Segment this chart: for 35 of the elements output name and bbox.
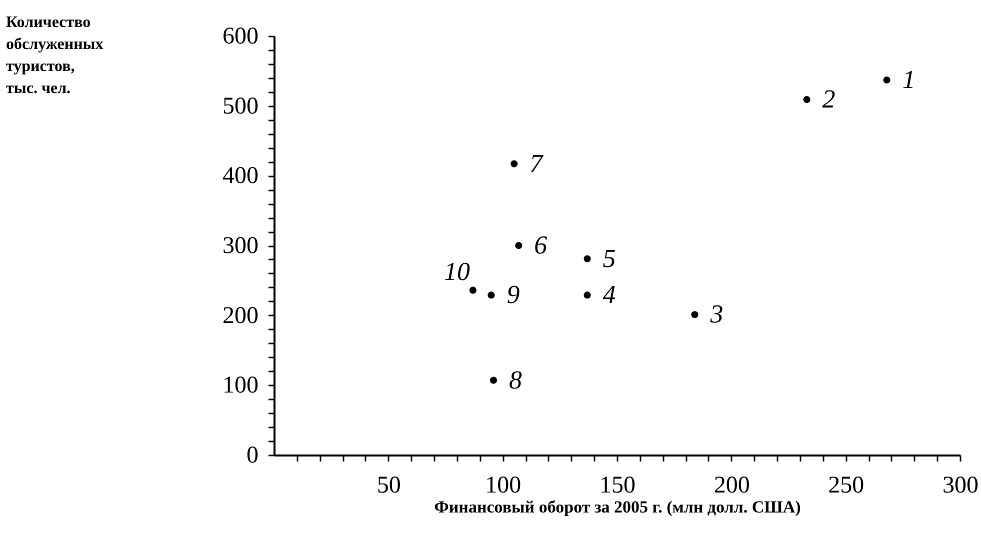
- y-tick-label: 400: [222, 163, 258, 190]
- annotation: 1: [902, 64, 916, 94]
- point: [803, 96, 810, 104]
- text: Количество обслуженных туристов, тыс. чел.: [6, 14, 104, 97]
- x-tick-label: 250: [828, 472, 864, 498]
- y-tick-label: 600: [222, 24, 258, 50]
- x-axis-title: Финансовый оборот за 2005 г. (млн долл. США): [434, 498, 801, 516]
- annotation: 4: [602, 280, 616, 310]
- point: [469, 286, 476, 294]
- x-tick-label: 50: [376, 472, 401, 498]
- y-tick-label: 500: [222, 93, 258, 120]
- annotation: 10: [444, 257, 470, 286]
- point: [691, 311, 698, 318]
- y-tick-label: 0: [246, 442, 258, 468]
- point: [883, 76, 890, 84]
- point: [584, 292, 591, 299]
- y-tick-label: 100: [222, 372, 258, 399]
- y-tick-label: 300: [222, 233, 258, 259]
- point: [584, 255, 591, 262]
- point: [515, 242, 522, 250]
- y-tick-label: 200: [222, 302, 258, 329]
- point: [488, 292, 495, 299]
- annotation: 9: [506, 280, 520, 310]
- x-tick-label: 150: [600, 472, 636, 498]
- point: [490, 376, 498, 384]
- annotation: 7: [530, 148, 544, 178]
- annotation: 3: [709, 300, 724, 329]
- x-tick-label: 200: [714, 472, 750, 498]
- annotation: 8: [509, 365, 522, 394]
- x-tick-label: 300: [942, 472, 978, 498]
- annotation: 5: [602, 244, 616, 273]
- x-tick-label: 100: [485, 472, 522, 498]
- point: [510, 160, 518, 168]
- annotation: 6: [534, 230, 548, 260]
- annotation: 2: [822, 84, 836, 114]
